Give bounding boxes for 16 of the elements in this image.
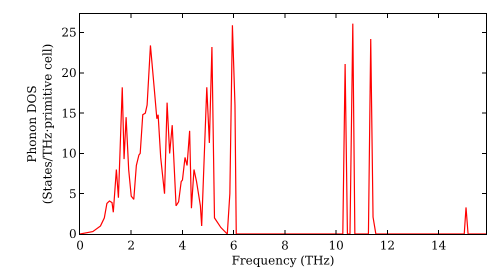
x-tick-label: 4 (178, 238, 187, 252)
line-series (80, 23, 486, 234)
x-tick-label: 12 (380, 238, 396, 252)
x-tick-label: 14 (430, 238, 447, 252)
x-tick-label: 2 (127, 238, 136, 252)
y-tick-label: 25 (61, 26, 77, 40)
y-axis-title: Phonon DOS (States/THz·primitive cell) (25, 44, 55, 204)
y-tick-label: 10 (61, 146, 77, 161)
x-tick-label: 6 (230, 238, 238, 252)
y-tick-label: 20 (61, 66, 77, 80)
x-axis-title: Frequency (THz) (232, 253, 334, 268)
x-tick-label: 8 (281, 238, 289, 252)
y-tick-label: 15 (61, 106, 77, 120)
y-tick-label: 0 (68, 227, 77, 242)
y-tick-label: 5 (68, 186, 77, 201)
x-tick-label: 10 (328, 238, 344, 252)
